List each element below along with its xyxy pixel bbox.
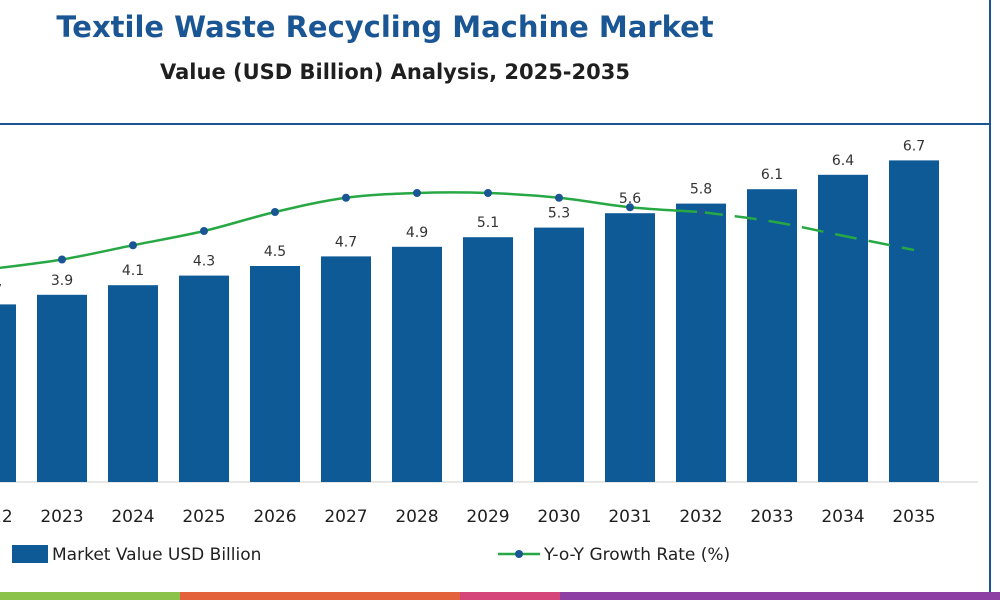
- bar-label-2033: 6.1: [761, 167, 783, 183]
- growth-point-2030: [555, 193, 563, 202]
- growth-point-2029: [484, 189, 492, 197]
- x-tick-2027: 2027: [324, 507, 367, 527]
- growth-point-2031: [626, 203, 634, 212]
- x-tick-2022: 2022: [0, 507, 13, 527]
- band-segment-orange: [180, 592, 460, 600]
- bar-2032: [676, 203, 726, 482]
- bar-2033: [747, 189, 797, 482]
- x-tick-2029: 2029: [466, 507, 509, 527]
- bar-2030: [534, 227, 584, 482]
- bar-label-2028: 4.9: [406, 225, 428, 241]
- bar-2029: [463, 237, 513, 482]
- bar-label-2034: 6.4: [832, 153, 854, 169]
- bar-2022: [0, 304, 16, 482]
- growth-point-2026: [271, 208, 279, 216]
- band-segment-purple: [560, 592, 1000, 600]
- x-tick-2035: 2035: [892, 507, 935, 527]
- bar-2027: [321, 256, 371, 482]
- growth-point-2024: [129, 241, 137, 250]
- x-tick-2031: 2031: [608, 507, 651, 527]
- bar-2025: [179, 275, 229, 482]
- growth-point-2025: [200, 227, 208, 235]
- bar-label-2035: 6.7: [903, 138, 925, 154]
- x-tick-2025: 2025: [182, 507, 225, 527]
- band-segment-pink: [460, 592, 560, 600]
- bar-2023: [37, 294, 87, 482]
- legend-label-growth-rate: Y-o-Y Growth Rate (%): [543, 545, 730, 565]
- bar-2031: [605, 213, 655, 482]
- bar-label-2024: 4.1: [122, 263, 144, 279]
- growth-line-dashed: [700, 210, 915, 252]
- legend-label-market-value: Market Value USD Billion: [52, 545, 261, 565]
- x-tick-2026: 2026: [253, 507, 296, 527]
- bar-label-2026: 4.5: [264, 244, 286, 260]
- growth-point-2023: [58, 255, 66, 264]
- legend-swatch-growth-marker: [515, 550, 523, 558]
- x-tick-2023: 2023: [40, 507, 83, 527]
- bar-label-2031: 5.6: [619, 191, 641, 207]
- bar-label-2027: 4.7: [335, 234, 357, 250]
- growth-point-2027: [342, 193, 350, 202]
- bar-label-2029: 5.1: [477, 215, 499, 231]
- bar-label-2025: 4.3: [193, 254, 215, 270]
- legend-swatch-market-value: [12, 545, 48, 563]
- bar-2026: [250, 266, 300, 482]
- bar-label-2023: 3.9: [51, 273, 73, 289]
- chart-subtitle: Value (USD Billion) Analysis, 2025-2035: [160, 60, 630, 84]
- bar-label-2032: 5.8: [690, 182, 712, 198]
- bottom-color-band: [0, 592, 1000, 600]
- bar-label-2030: 5.3: [548, 206, 570, 222]
- x-tick-2034: 2034: [821, 507, 864, 527]
- x-tick-2024: 2024: [111, 507, 154, 527]
- bar-label-2022: 3.7: [0, 282, 2, 298]
- x-tick-2028: 2028: [395, 507, 438, 527]
- bar-2035: [889, 160, 939, 482]
- x-tick-2032: 2032: [679, 507, 722, 527]
- chart-title: Textile Waste Recycling Machine Market: [56, 10, 714, 44]
- band-segment-green: [0, 592, 180, 600]
- bar-2024: [108, 285, 158, 482]
- bar-2028: [392, 246, 442, 482]
- x-tick-2030: 2030: [537, 507, 580, 527]
- growth-point-2028: [413, 189, 421, 197]
- x-tick-2033: 2033: [750, 507, 793, 527]
- bar-2034: [818, 174, 868, 483]
- growth-point-2032: [697, 208, 705, 216]
